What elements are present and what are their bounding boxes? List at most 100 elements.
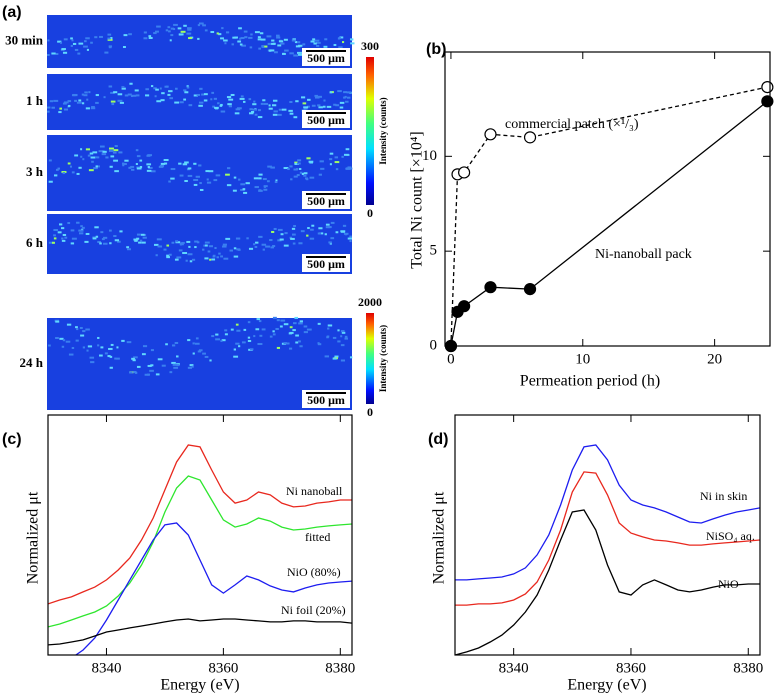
map-speck: [156, 25, 161, 28]
map-speck: [253, 177, 259, 180]
map-speck: [166, 254, 170, 257]
map-speck: [95, 165, 98, 168]
map-speck: [108, 149, 114, 152]
map-speck: [204, 257, 209, 260]
map-speck: [289, 112, 294, 115]
map-texture: [48, 221, 352, 263]
map-speck: [319, 160, 324, 163]
map-speck: [150, 85, 154, 88]
map-speck: [248, 36, 253, 39]
map-speck: [174, 258, 179, 261]
map-speck: [129, 82, 133, 85]
map-speck: [108, 85, 113, 88]
map-speck: [116, 357, 120, 360]
map-speck: [53, 237, 57, 240]
map-speck: [341, 331, 346, 334]
map-speck: [47, 106, 51, 109]
map-speck: [224, 333, 228, 336]
map-speck: [155, 30, 159, 33]
map-speck: [276, 34, 280, 37]
map-speck: [99, 35, 103, 38]
map-speck: [316, 41, 321, 44]
map-speck: [95, 235, 99, 238]
plot-frame: [444, 51, 771, 347]
x-tick-label: 0: [447, 351, 455, 367]
map-speck: [343, 153, 349, 156]
map-speck: [271, 42, 276, 45]
y-tick-label: 0: [430, 337, 438, 353]
map-speck: [314, 39, 320, 42]
map-speck: [88, 169, 94, 172]
map-speck: [102, 150, 107, 153]
map-speck: [80, 155, 83, 158]
map-speck: [131, 94, 137, 97]
map-speck: [330, 237, 335, 240]
map-speck: [285, 342, 290, 345]
map-speck: [53, 174, 58, 177]
map-speck: [296, 41, 301, 44]
map-speck: [259, 32, 264, 35]
map-speck: [66, 323, 72, 326]
map-speck: [61, 227, 65, 230]
map-speck: [303, 108, 306, 111]
map-speck: [82, 158, 85, 161]
map-speck: [119, 230, 123, 233]
map-speck: [206, 178, 209, 181]
map-speck: [277, 228, 283, 231]
map-speck: [110, 343, 114, 346]
map-speck: [47, 53, 50, 56]
map-speck: [229, 249, 234, 252]
map-speck: [80, 225, 83, 228]
map-speck: [59, 107, 63, 110]
map-speck: [146, 169, 152, 172]
map-speck: [55, 337, 59, 340]
map-speck: [150, 170, 156, 173]
scale-bar-label: 500 μm: [307, 257, 345, 271]
map-speck: [338, 46, 343, 49]
map-speck: [157, 245, 163, 248]
map-speck: [220, 255, 224, 258]
map-speck: [171, 241, 175, 244]
map-speck: [344, 337, 348, 340]
map-speck: [225, 173, 230, 176]
map-speck: [276, 36, 281, 39]
map-speck: [176, 355, 179, 358]
map-speck: [59, 337, 64, 340]
map-speck: [70, 37, 73, 40]
map-speck: [79, 229, 84, 232]
map-speck: [303, 172, 308, 175]
map-speck: [268, 49, 272, 52]
map-speck: [62, 51, 68, 54]
map-speck: [217, 102, 220, 105]
map-speck: [263, 185, 266, 188]
map-speck: [258, 173, 263, 176]
data-point: [523, 282, 537, 296]
map-speck: [167, 93, 171, 96]
map-speck: [136, 155, 141, 158]
map-speck: [294, 161, 298, 164]
map-speck: [318, 106, 323, 109]
series-line: [450, 100, 768, 346]
map-speck: [90, 41, 93, 44]
map-speck: [349, 38, 354, 41]
map-speck: [99, 145, 105, 148]
map-speck: [165, 343, 168, 346]
map-speck: [258, 109, 261, 112]
map-speck: [227, 167, 231, 170]
map-speck: [226, 184, 232, 187]
map-speck: [238, 27, 242, 30]
map-speck: [293, 168, 298, 171]
map-speck: [262, 178, 267, 181]
map-speck: [329, 91, 333, 94]
map-speck: [238, 178, 241, 181]
map-speck: [324, 355, 330, 358]
map-speck: [270, 246, 274, 249]
map-speck: [149, 369, 154, 372]
map-speck: [203, 99, 208, 102]
map-speck: [124, 94, 129, 97]
map-speck: [284, 232, 288, 235]
map-speck: [62, 233, 67, 236]
map-speck: [261, 243, 267, 246]
map-speck: [297, 53, 303, 56]
map-speck: [311, 104, 316, 107]
